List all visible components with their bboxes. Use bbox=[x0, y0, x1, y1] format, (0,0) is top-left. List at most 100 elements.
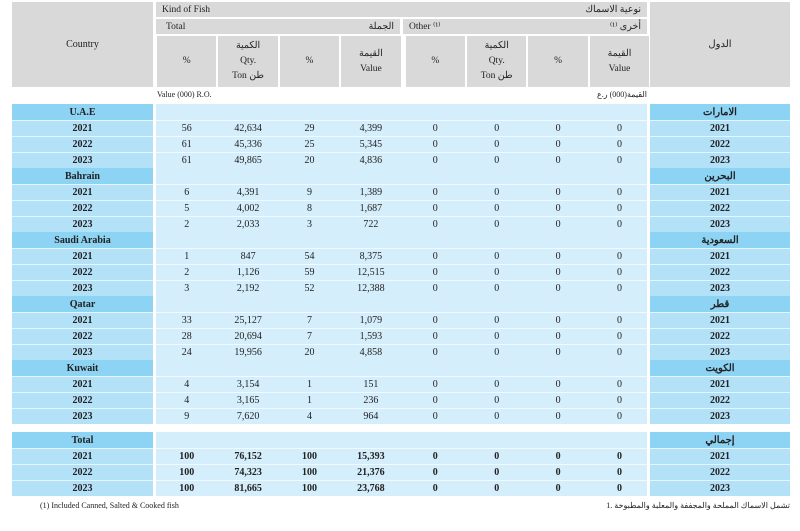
value-cell: 2 bbox=[184, 266, 190, 278]
value-cell: 0 bbox=[616, 186, 622, 198]
value-cell: 0 bbox=[494, 450, 500, 462]
value-cell: 0 bbox=[494, 330, 500, 342]
value-cell: 8 bbox=[306, 202, 312, 214]
value-cell: 0 bbox=[555, 466, 561, 478]
value-cell: 100 bbox=[179, 466, 195, 478]
country-header-en: Country bbox=[12, 2, 153, 87]
subheader-value-ar: القيمة bbox=[358, 48, 383, 59]
value-cell: 0 bbox=[494, 218, 500, 230]
value-cell: 4,002 bbox=[236, 202, 260, 214]
value-cell: 12,388 bbox=[357, 282, 385, 294]
value-cell: 0 bbox=[555, 314, 561, 326]
subheader-pct: % bbox=[554, 56, 563, 66]
value-cell: 15,393 bbox=[357, 450, 385, 462]
value-cell: 0 bbox=[494, 186, 500, 198]
group-header-row bbox=[156, 360, 647, 376]
value-cell: 0 bbox=[616, 466, 622, 478]
value-cell: 6 bbox=[184, 186, 190, 198]
table-row bbox=[156, 408, 647, 424]
year-label-en: 2023 bbox=[12, 216, 153, 232]
value-cell: 0 bbox=[432, 346, 438, 358]
year-label-ar: 2023 bbox=[650, 152, 790, 168]
country-name-en: U.A.E bbox=[12, 104, 153, 120]
group-header-row bbox=[156, 432, 647, 448]
value-cell: 0 bbox=[432, 218, 438, 230]
value-cell: 0 bbox=[616, 154, 622, 166]
year-label-en: 2022 bbox=[12, 328, 153, 344]
value-cell: 28 bbox=[181, 330, 192, 342]
value-cell: 0 bbox=[616, 330, 622, 342]
year-label-ar: 2022 bbox=[650, 200, 790, 216]
table-row bbox=[156, 152, 647, 168]
subheader-ton: Ton طن bbox=[480, 71, 513, 81]
value-cell: 0 bbox=[616, 250, 622, 262]
other-header bbox=[403, 19, 647, 34]
value-cell: 4,858 bbox=[359, 346, 383, 358]
value-cell: 42,634 bbox=[234, 122, 262, 134]
value-cell: 0 bbox=[432, 266, 438, 278]
value-cell: 45,336 bbox=[234, 138, 262, 150]
year-label-ar: 2021 bbox=[650, 120, 790, 136]
value-cell: 0 bbox=[616, 346, 622, 358]
value-cell: 0 bbox=[494, 266, 500, 278]
year-label-ar: 2021 bbox=[650, 248, 790, 264]
value-cell: 0 bbox=[555, 218, 561, 230]
subheader-value-en: Value bbox=[360, 63, 382, 74]
value-cell: 3 bbox=[184, 282, 190, 294]
value-cell: 9 bbox=[306, 186, 312, 198]
subheader-value: القيمة Value bbox=[341, 36, 401, 87]
year-label-ar: 2023 bbox=[650, 480, 790, 496]
subheader-pct: % bbox=[305, 56, 314, 66]
value-cell: 4 bbox=[184, 394, 190, 406]
year-label-ar: 2023 bbox=[650, 280, 790, 296]
year-label-en: 2021 bbox=[12, 376, 153, 392]
value-cell: 4,399 bbox=[359, 122, 383, 134]
country-name-ar: إجمالي bbox=[650, 432, 790, 448]
group-header-row bbox=[156, 296, 647, 312]
kind-of-fish-en: Kind of Fish bbox=[162, 4, 211, 15]
subheader-qty-en: Qty. bbox=[488, 56, 505, 66]
year-label-ar: 2021 bbox=[650, 312, 790, 328]
value-cell: 61 bbox=[181, 138, 192, 150]
country-name-en: Qatar bbox=[12, 296, 153, 312]
value-cell: 33 bbox=[181, 314, 192, 326]
year-label-ar: 2023 bbox=[650, 408, 790, 424]
value-cell: 4,836 bbox=[359, 154, 383, 166]
value-cell: 4 bbox=[306, 410, 312, 422]
value-cell: 0 bbox=[555, 282, 561, 294]
value-cell: 0 bbox=[616, 410, 622, 422]
value-cell: 0 bbox=[432, 482, 438, 494]
value-cell: 0 bbox=[432, 450, 438, 462]
subheader-qty-en: Qty. bbox=[240, 56, 257, 66]
table-row bbox=[156, 216, 647, 232]
value-cell: 0 bbox=[616, 314, 622, 326]
value-cell: 0 bbox=[432, 250, 438, 262]
value-cell: 1,687 bbox=[359, 202, 383, 214]
year-label-en: 2023 bbox=[12, 344, 153, 360]
year-label-en: 2021 bbox=[12, 184, 153, 200]
subheader-pct: % bbox=[279, 36, 340, 87]
value-cell: 1 bbox=[184, 250, 190, 262]
table-row bbox=[156, 200, 647, 216]
value-cell: 0 bbox=[555, 202, 561, 214]
value-cell: 20,694 bbox=[234, 330, 262, 342]
unit-label-ar: القيمة(000) ر.ع bbox=[596, 90, 647, 99]
kind-of-fish-header bbox=[156, 2, 647, 17]
value-cell: 0 bbox=[494, 346, 500, 358]
value-cell: 0 bbox=[616, 138, 622, 150]
year-label-en: 2021 bbox=[12, 312, 153, 328]
value-cell: 0 bbox=[555, 378, 561, 390]
value-cell: 0 bbox=[555, 266, 561, 278]
value-cell: 0 bbox=[432, 122, 438, 134]
value-cell: 0 bbox=[432, 282, 438, 294]
table-row bbox=[156, 448, 647, 464]
value-cell: 56 bbox=[181, 122, 192, 134]
year-label-en: 2022 bbox=[12, 200, 153, 216]
value-cell: 2,192 bbox=[236, 282, 260, 294]
total-header-en: Total bbox=[166, 21, 186, 32]
value-cell: 0 bbox=[616, 482, 622, 494]
subheader-pct: % bbox=[157, 36, 217, 87]
kind-of-fish-ar: نوعية الاسماك bbox=[585, 5, 641, 15]
value-cell: 24 bbox=[181, 346, 192, 358]
year-label-en: 2021 bbox=[12, 448, 153, 464]
